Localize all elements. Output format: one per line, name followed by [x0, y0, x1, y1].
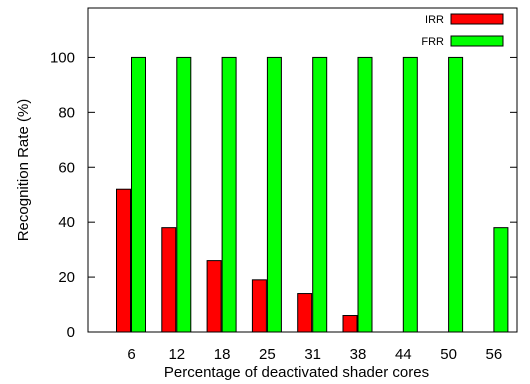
y-tick-label: 20: [58, 269, 75, 286]
bar-irr-6: [116, 188, 131, 333]
bar-frr-38: [357, 56, 373, 333]
bar-frr-31: [312, 56, 328, 333]
legend-swatch-frr: [450, 35, 504, 47]
x-axis-ticks: 6 12 18 25 31 38 44 50 56: [127, 346, 502, 363]
bar-irr-18: [206, 260, 222, 333]
bar-frr-18: [221, 56, 237, 333]
bar-frr-50: [448, 56, 464, 333]
y-tick-label: 40: [58, 214, 75, 231]
bar-irr-38: [342, 315, 358, 333]
bars: [116, 56, 509, 333]
legend-swatch-irr: [450, 13, 504, 25]
y-axis-ticks: 0 20 40 60 80 100: [50, 49, 517, 341]
x-tick-label: 12: [168, 346, 185, 363]
bar-irr-12: [161, 227, 177, 333]
bar-frr-12: [176, 56, 192, 333]
y-tick-label: 60: [58, 159, 75, 176]
bar-irr-25: [251, 279, 267, 333]
bar-irr-31: [297, 293, 313, 333]
y-tick-label: 80: [58, 104, 75, 121]
bar-frr-56: [493, 227, 509, 333]
bar-frr-44: [402, 56, 418, 333]
bar-frr-6: [131, 56, 146, 333]
bar-frr-25: [266, 56, 282, 333]
x-tick-label: 31: [304, 346, 321, 363]
plot-frame: [87, 7, 518, 333]
x-tick-label: 44: [395, 346, 412, 363]
x-axis-label: Percentage of deactivated shader cores: [164, 364, 429, 381]
y-tick-label: 100: [50, 49, 75, 66]
legend: IRR FRR: [421, 13, 504, 48]
x-tick-label: 38: [350, 346, 367, 363]
x-tick-label: 50: [440, 346, 457, 363]
x-tick-label: 25: [259, 346, 276, 363]
x-tick-label: 6: [127, 346, 135, 363]
legend-label-frr: FRR: [421, 36, 444, 48]
x-tick-label: 18: [214, 346, 231, 363]
y-axis-label: Recognition Rate (%): [15, 99, 32, 242]
x-tick-label: 56: [486, 346, 503, 363]
legend-label-irr: IRR: [425, 14, 444, 26]
y-tick-label: 0: [67, 324, 75, 341]
